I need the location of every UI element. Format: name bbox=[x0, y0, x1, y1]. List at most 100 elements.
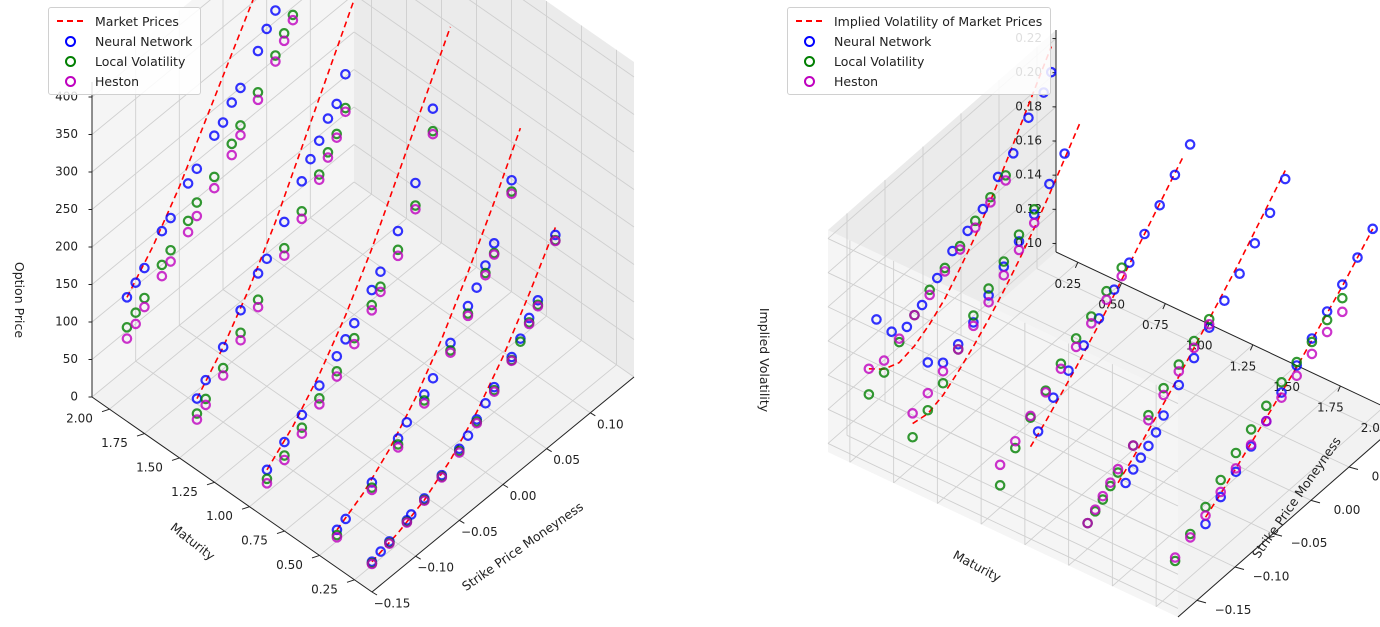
x-tick-label: −0.05 bbox=[461, 525, 498, 539]
x-axis-label: Strike Price Moneyness bbox=[459, 499, 586, 594]
y-tick-label: 0.00 bbox=[1334, 503, 1361, 517]
gridline-y bbox=[319, 340, 582, 556]
gridline-z bbox=[827, 306, 1179, 473]
x-tick-label: 0.75 bbox=[1142, 318, 1169, 332]
y-tick bbox=[346, 579, 355, 583]
x-axis-line bbox=[1055, 251, 1380, 406]
heston-point bbox=[1321, 326, 1333, 338]
local-volatility-point bbox=[1337, 292, 1348, 304]
neural-network-point bbox=[392, 225, 404, 237]
y-tick-label: −0.05 bbox=[1291, 536, 1328, 550]
local-volatility-point bbox=[331, 365, 343, 377]
gridline-z bbox=[827, 374, 1179, 541]
heston-point bbox=[1245, 439, 1257, 451]
heston-point bbox=[1028, 217, 1040, 229]
neural-network-point bbox=[1135, 452, 1147, 464]
neural-network-point bbox=[1023, 112, 1034, 124]
x-tick bbox=[546, 448, 552, 453]
gridline-z bbox=[827, 272, 1179, 439]
gridline-y bbox=[922, 368, 1274, 535]
neural-network-point bbox=[139, 262, 150, 274]
x-tick-label: 0.05 bbox=[553, 453, 580, 467]
gridline-x bbox=[893, 282, 1122, 484]
legend-entry-lv: Local Volatility bbox=[55, 51, 192, 71]
neural-network-point bbox=[217, 117, 229, 128]
heston-point bbox=[384, 538, 395, 549]
heston-point bbox=[453, 447, 465, 458]
local-volatility-point bbox=[209, 171, 220, 183]
local-volatility-point bbox=[1173, 359, 1185, 370]
gridline-y bbox=[354, 364, 617, 581]
local-volatility-point bbox=[1105, 480, 1116, 492]
legend-entry-nn: Neural Network bbox=[55, 31, 192, 51]
x-tick-label: −0.10 bbox=[417, 561, 454, 575]
heston-point bbox=[937, 365, 949, 377]
local-volatility-point bbox=[314, 393, 325, 404]
z-tick-label: 200 bbox=[55, 240, 78, 254]
gridline-z bbox=[91, 0, 257, 135]
neural-network-point bbox=[462, 430, 474, 441]
local-volatility-point bbox=[121, 322, 133, 333]
local-volatility-point bbox=[1215, 474, 1227, 486]
neural-network-point bbox=[200, 374, 211, 386]
right-chart: 0.250.500.751.001.251.501.752.00−0.15−0.… bbox=[757, 30, 1380, 618]
heston-point bbox=[1000, 175, 1011, 186]
heston-point bbox=[348, 338, 360, 350]
neural-network-point bbox=[405, 509, 417, 520]
heston-point bbox=[418, 398, 430, 409]
neural-network-point bbox=[401, 416, 413, 428]
heston-point bbox=[165, 256, 176, 267]
circle-marker-icon bbox=[64, 55, 76, 67]
gridline-x bbox=[1112, 385, 1341, 587]
neural-network-point bbox=[1059, 148, 1070, 159]
gridline-z bbox=[468, 0, 635, 115]
x-tick bbox=[590, 412, 596, 417]
neural-network-point bbox=[279, 436, 290, 448]
x-tick bbox=[371, 591, 378, 596]
heston-point bbox=[235, 129, 246, 141]
heston-point bbox=[939, 266, 951, 277]
gridline-z bbox=[353, 69, 635, 265]
local-volatility-point bbox=[1028, 204, 1040, 215]
neural-network-point bbox=[916, 299, 928, 311]
gridline-x bbox=[266, 253, 547, 450]
circle-marker-icon bbox=[803, 75, 815, 87]
neural-network-point bbox=[1249, 237, 1261, 249]
x-tick bbox=[1074, 262, 1079, 269]
heston-point bbox=[314, 399, 325, 410]
x-tick-label: 1.25 bbox=[1230, 359, 1257, 373]
heston-point bbox=[1097, 490, 1109, 502]
z-tick-label: 150 bbox=[55, 277, 78, 291]
local-volatility-point bbox=[313, 169, 325, 180]
gridline-y bbox=[214, 266, 477, 483]
local-volatility-point bbox=[1086, 311, 1097, 322]
neural-network-point bbox=[156, 225, 168, 237]
heston-point bbox=[532, 301, 544, 312]
heston-point bbox=[550, 235, 561, 247]
y-tick-label: 0.05 bbox=[1372, 470, 1380, 484]
y-tick bbox=[241, 506, 250, 510]
legend-label: Heston bbox=[95, 73, 140, 89]
heston-point bbox=[217, 370, 229, 381]
heston-point bbox=[340, 106, 351, 118]
heston-point bbox=[1173, 366, 1185, 377]
heston-point bbox=[1306, 348, 1318, 360]
neural-network-point bbox=[209, 130, 220, 141]
local-volatility-point bbox=[878, 367, 890, 378]
neural-network-point bbox=[1367, 223, 1379, 235]
y-tick-label: 1.50 bbox=[136, 460, 163, 474]
legend-label: Local Volatility bbox=[834, 53, 925, 69]
local-volatility-point bbox=[226, 138, 238, 150]
heston-point bbox=[1040, 387, 1052, 398]
gridline-y bbox=[846, 434, 1198, 601]
neural-network-point bbox=[1306, 333, 1318, 344]
local-volatility-point bbox=[270, 50, 281, 61]
x-tick bbox=[1249, 344, 1254, 351]
local-volatility-point bbox=[1000, 170, 1011, 181]
heston-point bbox=[1200, 510, 1211, 521]
z-tick-label: 50 bbox=[63, 352, 78, 366]
x-tick-label: 1.50 bbox=[1273, 380, 1300, 394]
local-volatility-point bbox=[235, 120, 246, 131]
neural-network-point bbox=[182, 178, 194, 189]
neural-network-point bbox=[348, 317, 360, 329]
